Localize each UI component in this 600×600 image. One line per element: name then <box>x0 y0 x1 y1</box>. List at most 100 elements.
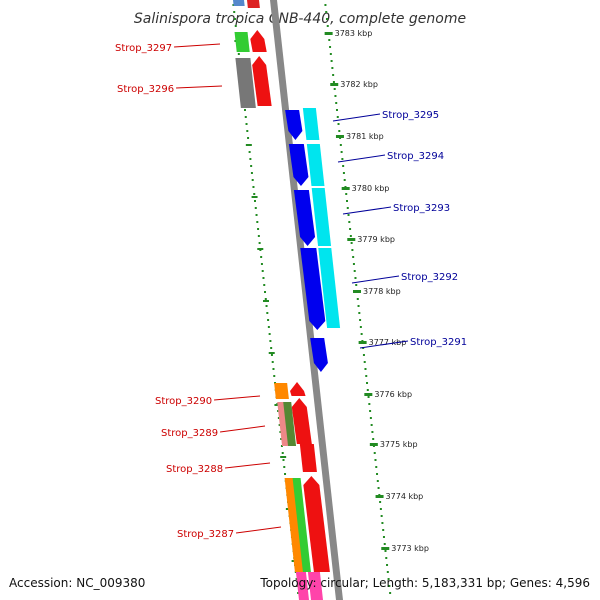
right-ruler-dot <box>335 109 338 111</box>
right-ruler-dot <box>351 249 354 251</box>
right-ruler-dot <box>370 424 373 426</box>
gene-label-forward: Strop_3294 <box>387 151 444 162</box>
left-ruler-dot <box>284 473 287 475</box>
left-ruler-dot <box>237 53 240 55</box>
right-ruler-dot <box>325 18 328 20</box>
right-ruler-dot <box>379 501 382 503</box>
gene-feature-cyan <box>311 188 332 246</box>
right-ruler-dot <box>389 592 392 594</box>
kbp-tick-mark <box>324 32 333 35</box>
left-ruler-dot <box>265 305 268 307</box>
gene-feature-blue <box>300 248 326 330</box>
kbp-tick-label: 3778 kbp <box>363 287 401 296</box>
gene-feature-cyan <box>302 108 320 140</box>
right-ruler-dot <box>329 46 332 48</box>
kbp-tick-mark <box>369 443 378 446</box>
gene-feature-orange <box>274 383 289 399</box>
left-ruler-dot <box>254 207 257 209</box>
gene-label-forward: Strop_3291 <box>410 337 467 348</box>
right-ruler-dot <box>349 228 352 230</box>
right-ruler-dot <box>380 515 383 517</box>
gene-feature-blue <box>285 110 303 140</box>
label-group: 3783 kbp 3782 kbp 3781 kbp 3780 kbp 3779 kbp… <box>115 29 467 553</box>
kbp-tick-label: 3777 kbp <box>369 338 407 347</box>
left-ruler-dot <box>250 172 253 174</box>
left-ruler-dot <box>232 4 235 6</box>
left-ruler-dot <box>272 368 275 370</box>
left-ruler-dot <box>280 445 283 447</box>
kbp-tick-mark <box>358 341 367 344</box>
kbp-tick-mark <box>330 83 339 86</box>
left-ruler-dot <box>250 165 253 167</box>
right-ruler-dot <box>386 564 389 566</box>
left-ruler-dot <box>268 333 271 335</box>
right-ruler-dot <box>348 221 351 223</box>
left-ruler-dot <box>278 424 281 426</box>
right-ruler-dot <box>346 207 349 209</box>
leader-line-forward <box>337 154 386 163</box>
leader-line-reverse <box>174 43 221 48</box>
kbp-tick-label: 3781 kbp <box>346 132 384 141</box>
left-ruler-dot <box>247 137 250 139</box>
right-ruler-dot <box>328 39 331 41</box>
gene-label-reverse: Strop_3290 <box>155 396 212 407</box>
left-ruler-tick <box>263 300 269 302</box>
left-ruler-dot <box>251 179 254 181</box>
right-ruler-dot <box>363 361 366 363</box>
right-ruler-dot <box>369 417 372 419</box>
gene-feature-green <box>292 478 311 572</box>
gene-feature-red <box>247 0 260 8</box>
right-ruler-dot <box>330 60 333 62</box>
right-ruler-dot <box>384 550 387 552</box>
kbp-tick-mark <box>347 238 356 241</box>
kbp-tick-mark <box>381 547 390 550</box>
gene-label-forward: Strop_3292 <box>401 272 458 283</box>
left-ruler-dot <box>257 228 260 230</box>
right-ruler-dot <box>346 200 348 202</box>
right-ruler-dot <box>375 466 378 468</box>
left-ruler-dot <box>256 221 259 223</box>
summary-text: Topology: circular; Length: 5,183,331 bp… <box>260 576 590 590</box>
right-ruler-dot <box>381 522 384 524</box>
left-ruler-dot <box>264 291 267 293</box>
right-ruler-dot <box>372 438 375 440</box>
map-title: Salinispora tropica CNB-440, complete ge… <box>134 11 466 27</box>
right-ruler-dot <box>359 326 362 328</box>
gene-feature-blue <box>293 190 316 246</box>
right-ruler-dot <box>352 263 355 265</box>
left-ruler-tick <box>251 196 258 198</box>
gene-label-reverse: Strop_3297 <box>115 43 172 54</box>
right-ruler-dot <box>385 557 388 559</box>
gene-feature-blue <box>310 338 328 372</box>
left-ruler-tick <box>257 248 264 250</box>
kbp-tick-label: 3775 kbp <box>380 440 418 449</box>
gene-feature-red <box>291 398 312 444</box>
left-ruler-dot <box>260 256 263 258</box>
gene-feature-red <box>303 476 330 572</box>
gene-feature-cyan <box>318 248 341 328</box>
right-ruler-dot <box>374 459 377 461</box>
leader-line-forward <box>332 113 381 122</box>
right-ruler-dot <box>340 151 343 153</box>
left-ruler-tick <box>280 456 287 458</box>
right-ruler-dot <box>373 452 376 454</box>
gene-label-reverse: Strop_3288 <box>166 464 223 475</box>
kbp-tick-mark <box>364 393 373 396</box>
left-ruler-dot <box>267 319 270 321</box>
kbp-tick-mark <box>341 187 350 190</box>
gene-feature-pink <box>307 572 323 600</box>
left-ruler-dot <box>281 452 284 454</box>
gene-feature-blue <box>288 144 309 186</box>
gene-feature-cyan <box>306 144 325 186</box>
right-ruler-dot <box>347 214 350 216</box>
right-ruler-dot <box>367 396 370 398</box>
right-ruler-dot <box>334 95 337 97</box>
right-ruler-dot <box>338 130 341 132</box>
left-ruler-dot <box>263 284 266 286</box>
left-ruler-dot <box>244 116 247 118</box>
backbone-group <box>270 0 343 600</box>
kbp-tick-label: 3780 kbp <box>352 184 390 193</box>
right-ruler-dot <box>383 543 386 545</box>
kbp-tick-mark <box>353 290 362 293</box>
kbp-tick-label: 3773 kbp <box>391 544 429 553</box>
